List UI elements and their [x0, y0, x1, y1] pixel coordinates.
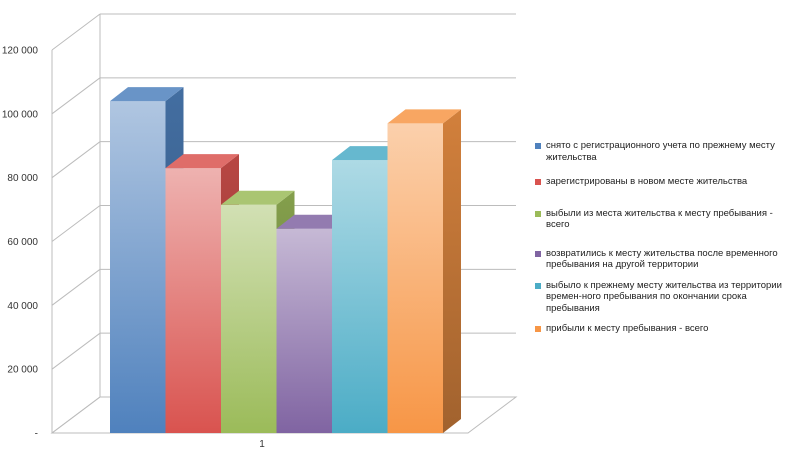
chart-legend: снято с регистрационного учета по прежне…: [535, 140, 797, 335]
bar-front-face: [110, 101, 166, 434]
chart-bars: [110, 87, 461, 434]
gridline-side: [51, 205, 101, 242]
bar-top-face: [276, 214, 350, 229]
y-tick-label: 20 000: [7, 365, 38, 376]
legend-item: зарегистрированы в новом месте жительств…: [535, 176, 797, 188]
bar-front-face: [332, 160, 388, 434]
legend-item: выбыло к прежнему месту жительства из те…: [535, 280, 797, 315]
legend-label: выбыли из места жительства к месту пребы…: [546, 207, 773, 231]
y-tick-label: 80 000: [7, 173, 38, 184]
x-axis-tick-labels: 1: [259, 439, 265, 450]
y-tick-label: -: [35, 429, 38, 440]
gridline-side: [51, 141, 101, 179]
y-tick-label: 100 000: [2, 109, 39, 120]
legend-item: снято с регистрационного учета по прежне…: [535, 140, 797, 163]
y-axis-tick-labels: - 20 000 40 000 60 000 80 000 100 000 120 000: [2, 46, 39, 440]
legend-label: зарегистрированы в новом месте жительств…: [546, 176, 748, 187]
legend-label: выбыло к прежнему месту жительства из те…: [546, 279, 782, 314]
legend-swatch: [535, 250, 541, 257]
legend-swatch: [535, 143, 541, 149]
bar-side-face: [443, 109, 461, 434]
legend-swatch: [535, 282, 541, 289]
legend-item: выбыли из места жительства к месту пребы…: [535, 208, 797, 231]
y-tick-label: 120 000: [2, 46, 39, 57]
bar-top-face: [165, 154, 239, 169]
gridline-side: [51, 77, 101, 115]
bar-front-face: [165, 168, 221, 433]
legend-swatch: [535, 179, 541, 185]
y-tick-label: 40 000: [7, 301, 38, 312]
gridline-side: [51, 13, 101, 51]
legend-label: прибыли к месту пребывания - всего: [546, 323, 709, 334]
legend-item: возвратились к месту жительства после вр…: [535, 248, 797, 271]
bar-top-face: [332, 146, 406, 161]
y-tick-label: 60 000: [7, 237, 38, 248]
x-tick-label: 1: [259, 439, 265, 450]
gridline-side: [51, 268, 101, 306]
legend-label: снято с регистрационного учета по прежне…: [546, 140, 775, 163]
bar: [387, 109, 461, 434]
bar-top-face: [221, 190, 295, 205]
legend-item: прибыли к месту пребывания - всего: [535, 323, 797, 335]
legend-label: возвратились к месту жительства после вр…: [546, 247, 778, 271]
bar-front-face: [387, 123, 443, 434]
bar-top-face: [387, 109, 461, 124]
gridline-side: [51, 332, 101, 370]
bar-top-face: [110, 87, 184, 102]
legend-swatch: [535, 326, 541, 332]
bar-front-face: [276, 228, 332, 433]
bar-front-face: [221, 204, 277, 433]
legend-swatch: [535, 210, 541, 217]
